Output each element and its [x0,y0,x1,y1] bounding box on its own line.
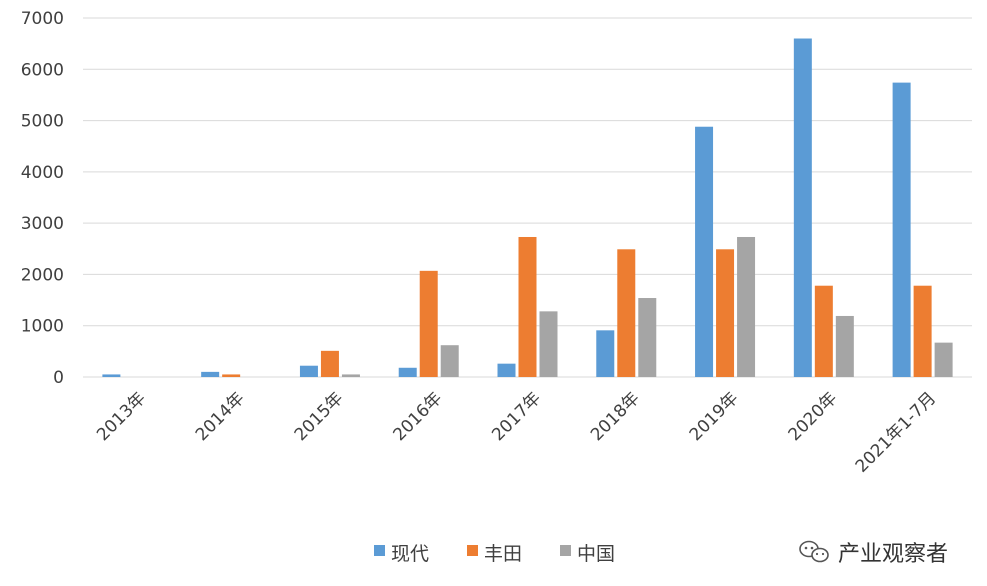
bar [320,350,339,377]
x-tick-label: 2019年 [686,388,743,445]
y-tick-label: 2000 [21,265,64,285]
bar [913,285,932,377]
bar [222,374,241,377]
bar [793,38,812,378]
bar [814,285,833,377]
legend-swatch [374,545,385,556]
bar [617,249,636,377]
bar [440,345,459,377]
y-tick-label: 7000 [21,9,64,29]
y-tick-label: 5000 [21,112,64,132]
x-tick-label: 2020年 [785,388,842,445]
legend-label: 中国 [577,543,615,565]
bars [102,38,953,378]
bar [299,365,318,377]
bar [716,249,735,377]
legend: 现代 丰田 中国 [374,543,615,565]
bar [102,374,121,377]
x-tick-label: 2017年 [488,388,545,445]
x-tick-label: 2018年 [587,388,644,445]
x-tick-label: 2015年 [291,388,348,445]
legend-label: 现代 [391,543,429,565]
bar [934,342,953,377]
y-tick-label: 0 [53,368,64,388]
legend-swatch [560,545,571,556]
watermark-text: 产业观察者 [838,542,948,567]
x-tick-label: 2014年 [192,388,249,445]
x-axis-ticks: 2013年 2014年 2015年 2016年 2017年 2018年 2019年 2020年… [93,388,940,476]
bar [539,311,558,377]
y-tick-label: 4000 [21,163,64,183]
x-tick-label: 2021年1-7月 [852,388,940,476]
bar [737,236,756,377]
wechat-icon [799,540,829,563]
x-tick-label: 2013年 [93,388,150,445]
bar [695,126,714,378]
bar [497,363,516,377]
bar [398,367,417,377]
bar [835,315,854,377]
y-axis-ticks: 0 1000 2000 3000 4000 5000 6000 7000 [21,9,64,388]
bar [341,374,360,377]
bar [419,270,438,377]
y-tick-label: 6000 [21,60,64,80]
bar [638,298,657,377]
bar [596,330,615,377]
y-tick-label: 1000 [21,317,64,337]
x-tick-label: 2016年 [390,388,447,445]
y-tick-label: 3000 [21,214,64,234]
legend-swatch [467,545,478,556]
bar [201,371,220,377]
legend-label: 丰田 [484,543,522,565]
bar [892,82,911,378]
bar [518,236,537,377]
watermark: 产业观察者 [799,540,948,567]
